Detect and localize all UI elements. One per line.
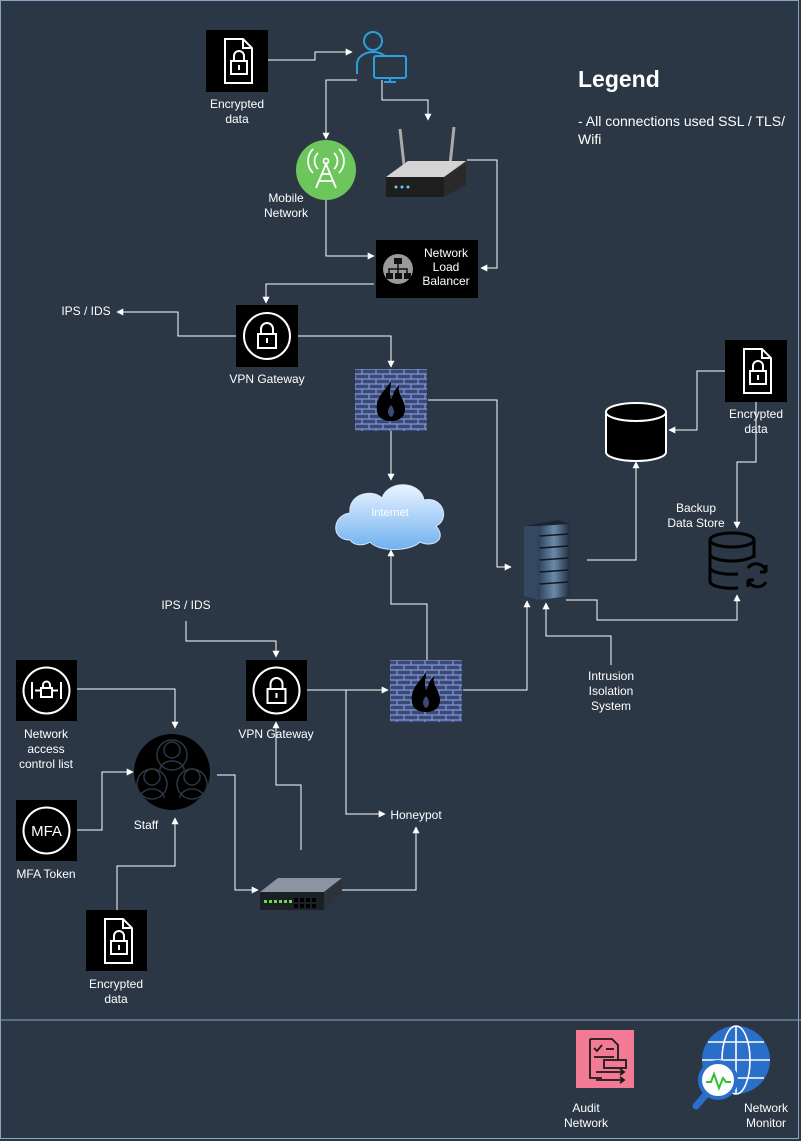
label-network-load-balancer: Network Load Balancer: [422, 246, 470, 288]
connector-vpn-to-firewall: [297, 335, 395, 368]
label-staff: Staff: [133, 818, 159, 832]
label-encrypted-data-top: Encrypted data: [209, 97, 265, 126]
legend-text: - All connections used SSL / TLS/ Wifi: [578, 113, 786, 147]
mfa-token-icon: MFA: [16, 800, 77, 861]
label-encrypted-data-right: Encrypted data: [728, 407, 784, 436]
connector-staff-to-switch: [217, 774, 259, 894]
label-honeypot: Honeypot: [390, 808, 442, 822]
load-balancer-icon: [376, 240, 478, 298]
label-vpn-gateway-top: VPN Gateway: [229, 372, 305, 386]
connector-user-to-router: [381, 80, 432, 121]
label-mobile-network: Mobile Network: [263, 191, 308, 220]
database-icon: [605, 402, 667, 462]
mfa-icon-text: MFA: [31, 823, 62, 840]
connector-server-to-database: [587, 461, 640, 561]
connector-ips-to-vpn2: [185, 621, 280, 658]
server-rack-icon: [524, 520, 570, 600]
connector-intrusion-to-server: [542, 602, 612, 665]
connector-encrypted-to-backup: [733, 402, 757, 529]
connector-firewall2-to-internet: [387, 549, 428, 660]
connector-server-to-backup: [566, 594, 741, 621]
firewall-icon: [390, 660, 462, 722]
connector-switch-to-vpn2: [272, 721, 302, 850]
connector-mobile-to-nlb: [325, 200, 375, 260]
network-monitor-icon: [692, 1025, 770, 1110]
encrypted-document-icon: [86, 910, 147, 971]
audit-network-icon: [576, 1030, 634, 1088]
label-encrypted-data-bottom: Encrypted data: [88, 977, 144, 1006]
connector-acl-to-staff: [77, 688, 179, 729]
encrypted-document-icon: [206, 30, 268, 92]
label-intrusion-isolation-system: Intrusion Isolation System: [587, 669, 635, 713]
connectors: [77, 48, 757, 910]
connector-router-to-nlb: [467, 159, 498, 272]
label-network-acl: Network access control list: [18, 727, 74, 771]
staff-group-icon: [134, 734, 210, 810]
network-switch-icon: [260, 878, 342, 910]
backup-database-icon: [708, 531, 768, 590]
firewall-icon: [355, 369, 427, 431]
encrypted-document-icon: [725, 340, 787, 402]
label-network-monitor: Network Monitor: [743, 1101, 788, 1130]
connector-nlb-to-vpn: [262, 283, 374, 304]
label-internet: Internet: [371, 507, 409, 519]
label-ips-ids-top: IPS / IDS: [61, 304, 111, 318]
connector-mfa-to-staff: [77, 768, 134, 831]
connector-vpn-to-ips: [116, 308, 236, 337]
vpn-gateway-icon: [246, 660, 307, 721]
connector-firewall2-to-server: [463, 600, 531, 691]
legend-title: Legend: [578, 66, 660, 92]
internet-cloud-icon: [335, 484, 445, 550]
router-icon: [386, 126, 466, 197]
connector-encrypted-to-user: [268, 48, 353, 61]
label-mfa-token: MFA Token: [16, 867, 76, 881]
connector-switch-to-honeypot: [341, 826, 420, 891]
user-computer-icon: [356, 31, 407, 83]
vpn-gateway-icon: [236, 305, 298, 367]
mobile-network-icon: [296, 140, 356, 200]
connector-firewall-to-server: [428, 399, 512, 571]
label-ips-ids-bottom: IPS / IDS: [161, 598, 211, 612]
label-backup-data-store: Backup Data Store: [667, 501, 725, 530]
connector-encrypted-to-database: [668, 370, 726, 434]
connector-vpn2-to-honeypot: [345, 690, 386, 818]
connector-user-to-mobile: [322, 79, 357, 140]
connector-encrypted-to-staff: [116, 817, 179, 910]
network-acl-icon: [16, 660, 77, 721]
label-audit-network: Audit Network: [563, 1101, 608, 1130]
label-vpn-gateway-bottom: VPN Gateway: [238, 727, 314, 741]
